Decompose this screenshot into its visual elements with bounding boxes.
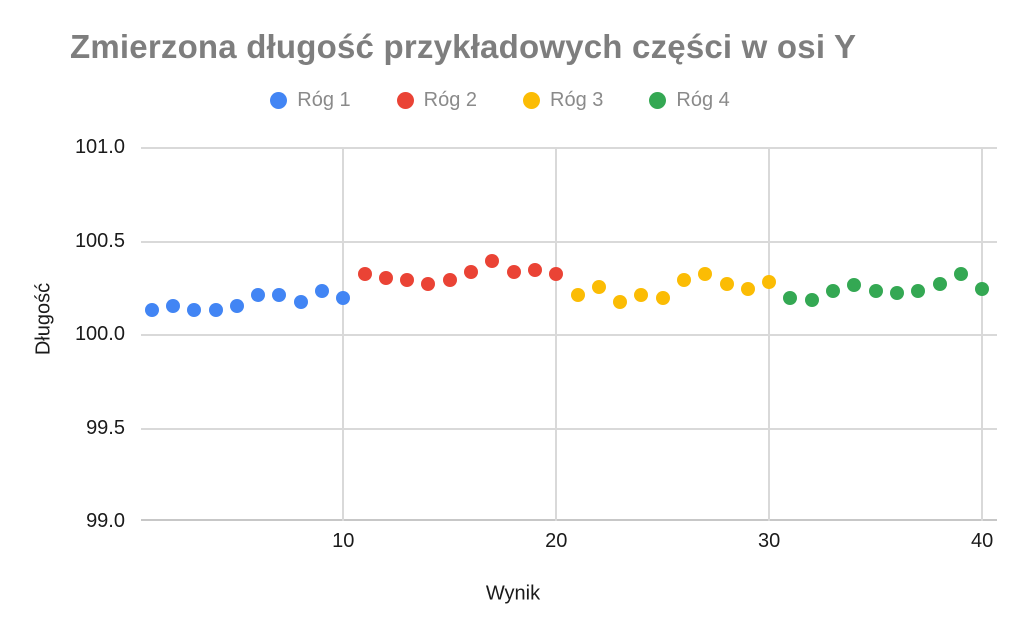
legend-label: Róg 2 [423,89,477,111]
data-point[interactable] [804,293,819,308]
chart-title: Zmierzona długość przykładowych części w… [70,28,857,65]
data-point[interactable] [911,283,926,298]
legend-marker-icon [396,92,414,109]
x-tick-label: 20 [545,530,568,552]
data-point[interactable] [506,265,521,280]
data-point[interactable] [208,302,223,317]
data-point[interactable] [953,267,968,282]
data-point[interactable] [783,291,798,306]
h-gridline [141,147,997,149]
h-gridline [141,427,997,430]
data-point[interactable] [293,295,308,310]
legend-item[interactable]: Róg 1 [270,89,351,112]
x-axis-title: Wynik [485,582,541,605]
data-point[interactable] [698,267,713,282]
v-gridline [555,147,558,521]
v-gridline [981,147,984,521]
data-point[interactable] [527,263,542,278]
x-tick-label: 30 [758,530,781,552]
data-point[interactable] [570,287,585,302]
y-tick-label: 101.0 [74,136,125,158]
x-tick-label: 40 [970,530,994,552]
legend-item[interactable]: Róg 4 [649,89,730,112]
data-point[interactable] [826,283,841,298]
y-tick-label: 99.5 [86,416,125,439]
legend-item[interactable]: Róg 2 [396,89,477,112]
data-point[interactable] [464,265,479,280]
data-point[interactable] [251,287,266,302]
legend-marker-icon [649,92,667,109]
data-point[interactable] [165,298,180,313]
data-point[interactable] [549,267,564,282]
data-point[interactable] [357,267,372,282]
data-point[interactable] [187,302,202,317]
h-gridline [141,240,997,243]
legend-marker-icon [270,92,288,109]
x-axis-line [141,519,997,521]
data-point[interactable] [272,287,287,302]
data-point[interactable] [144,302,159,317]
v-gridline [342,147,345,521]
v-gridline [768,147,771,521]
data-point[interactable] [847,278,862,293]
data-point[interactable] [634,287,649,302]
data-point[interactable] [336,291,351,306]
data-point[interactable] [591,280,606,295]
h-gridline [141,334,997,336]
y-tick-label: 99.0 [86,510,125,532]
data-point[interactable] [442,272,457,287]
data-point[interactable] [421,276,436,291]
data-point[interactable] [868,283,883,298]
legend-item[interactable]: Róg 3 [523,89,603,112]
data-point[interactable] [613,295,628,310]
data-point[interactable] [229,298,244,313]
data-point[interactable] [655,291,670,306]
data-point[interactable] [400,272,415,287]
y-tick-label: 100.5 [74,229,125,252]
data-point[interactable] [676,272,691,287]
legend: Róg 1 Róg 2 Róg 3 Róg 4 [0,89,1012,112]
x-tick-label: 10 [332,530,355,552]
legend-label: Róg 1 [297,89,351,111]
data-point[interactable] [485,254,500,269]
legend-label: Róg 3 [550,89,604,111]
data-point[interactable] [932,276,947,291]
data-point[interactable] [314,283,329,298]
data-point[interactable] [740,282,755,297]
data-point[interactable] [762,274,777,289]
data-point[interactable] [719,276,734,291]
legend-marker-icon [523,92,540,109]
legend-label: Róg 4 [676,89,730,111]
plot-area [141,147,997,521]
y-tick-label: 100.0 [74,323,125,345]
data-point[interactable] [889,285,904,300]
data-point[interactable] [975,282,990,297]
data-point[interactable] [378,270,393,285]
